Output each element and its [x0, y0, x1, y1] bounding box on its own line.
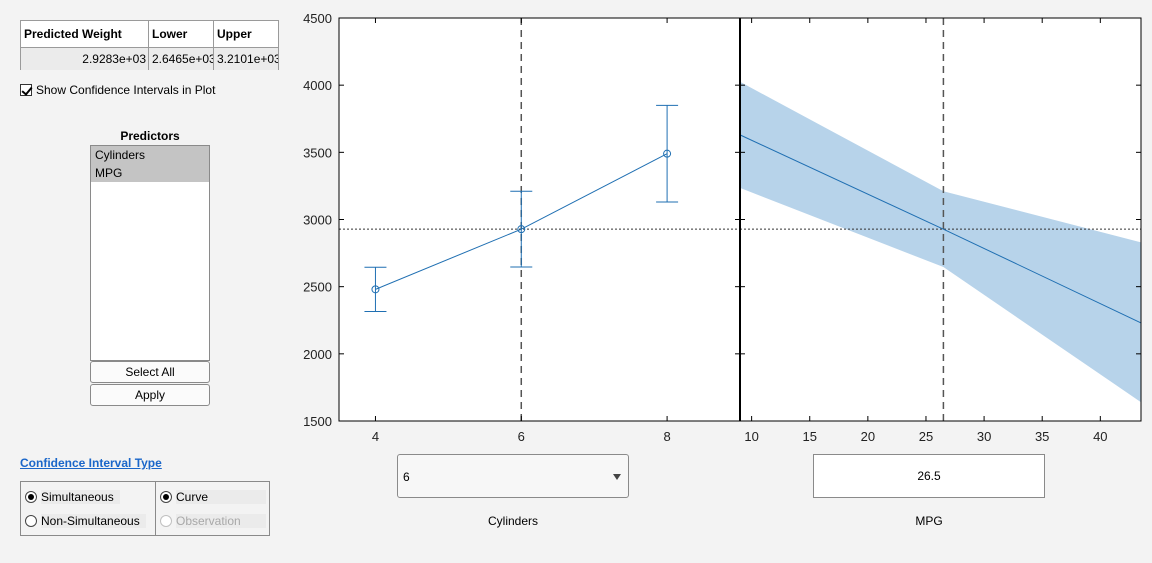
cylinders-dropdown-value[interactable]: 6	[403, 470, 410, 484]
x-tick-label: 6	[518, 429, 525, 444]
y-tick-label: 2500	[303, 280, 332, 295]
table-header-lower: Lower	[149, 21, 214, 48]
table-cell-lower[interactable]: 2.6465e+03	[149, 48, 214, 70]
prediction-results-table: Predicted Weight Lower Upper 2.9283e+03 …	[20, 20, 279, 70]
predictors-title: Predictors	[120, 129, 180, 143]
y-tick-label: 4000	[303, 78, 332, 93]
cylinders-dropdown[interactable]: 6	[397, 454, 629, 498]
predictors-listbox[interactable]: Cylinders MPG	[90, 145, 210, 361]
show-ci-checkbox[interactable]	[20, 84, 32, 96]
ci-type-radio-group: Curve Observation	[155, 481, 270, 536]
radio-simultaneous-button[interactable]	[25, 491, 37, 503]
x-tick-label: 8	[663, 429, 670, 444]
predictor-item-cylinders[interactable]: Cylinders	[91, 146, 209, 164]
confidence-band	[740, 81, 1141, 403]
y-tick-label: 3000	[303, 213, 332, 228]
mpg-plot-panel[interactable]: 10 15 20 25 30 35 40	[739, 17, 1142, 444]
x-tick-label: 4	[372, 429, 379, 444]
x-tick-label: 40	[1093, 429, 1107, 444]
table-cell-upper[interactable]: 3.2101e+03	[214, 48, 278, 70]
radio-observation-button	[160, 515, 172, 527]
data-point	[663, 149, 672, 158]
show-ci-checkbox-label[interactable]: Show Confidence Intervals in Plot	[36, 83, 216, 97]
table-cell-predicted-weight[interactable]: 2.9283e+03	[21, 48, 149, 70]
predictor-item-mpg[interactable]: MPG	[91, 164, 209, 182]
ci-type-link[interactable]: Confidence Interval Type	[20, 456, 162, 470]
radio-curve-label[interactable]: Curve	[176, 490, 266, 504]
radio-observation: Observation	[160, 513, 266, 529]
x-tick-label: 30	[977, 429, 991, 444]
data-point	[517, 225, 526, 234]
radio-observation-label: Observation	[176, 514, 266, 528]
mpg-caption: MPG	[915, 514, 943, 528]
x-tick-label: 10	[744, 429, 758, 444]
table-header-predicted-weight: Predicted Weight	[21, 21, 149, 48]
radio-non-simultaneous[interactable]: Non-Simultaneous	[25, 513, 146, 529]
x-tick-label: 15	[803, 429, 817, 444]
show-ci-checkbox-row[interactable]: Show Confidence Intervals in Plot	[20, 82, 215, 98]
table-header-upper: Upper	[214, 21, 278, 48]
radio-curve[interactable]: Curve	[160, 489, 266, 505]
y-tick-label: 2000	[303, 347, 332, 362]
prediction-slice-plots: 4 6 8 1500 2000 2500 3000 3500 4000 4500 10 15 20 25…	[303, 11, 1142, 444]
ci-bounds-radio-group: Simultaneous Non-Simultaneous	[20, 481, 156, 536]
radio-non-simultaneous-button[interactable]	[25, 515, 37, 527]
data-point	[371, 285, 380, 294]
x-tick-label: 20	[861, 429, 875, 444]
radio-simultaneous[interactable]: Simultaneous	[25, 489, 120, 505]
series-line	[739, 134, 1142, 324]
select-all-button[interactable]: Select All	[90, 361, 210, 383]
apply-button[interactable]: Apply	[90, 384, 210, 406]
radio-curve-button[interactable]	[160, 491, 172, 503]
cylinders-plot-panel[interactable]: 4 6 8 1500 2000 2500 3000 3500 4000 4500	[303, 11, 741, 444]
chevron-down-icon[interactable]	[613, 474, 621, 480]
mpg-value-field[interactable]: 26.5	[813, 454, 1045, 498]
y-tick-label: 3500	[303, 145, 332, 160]
y-tick-label: 1500	[303, 414, 332, 429]
x-tick-label: 25	[919, 429, 933, 444]
cylinders-caption: Cylinders	[487, 514, 538, 528]
y-tick-label: 4500	[303, 11, 332, 26]
radio-non-simultaneous-label[interactable]: Non-Simultaneous	[41, 514, 146, 528]
x-tick-label: 35	[1035, 429, 1049, 444]
radio-simultaneous-label[interactable]: Simultaneous	[41, 490, 120, 504]
